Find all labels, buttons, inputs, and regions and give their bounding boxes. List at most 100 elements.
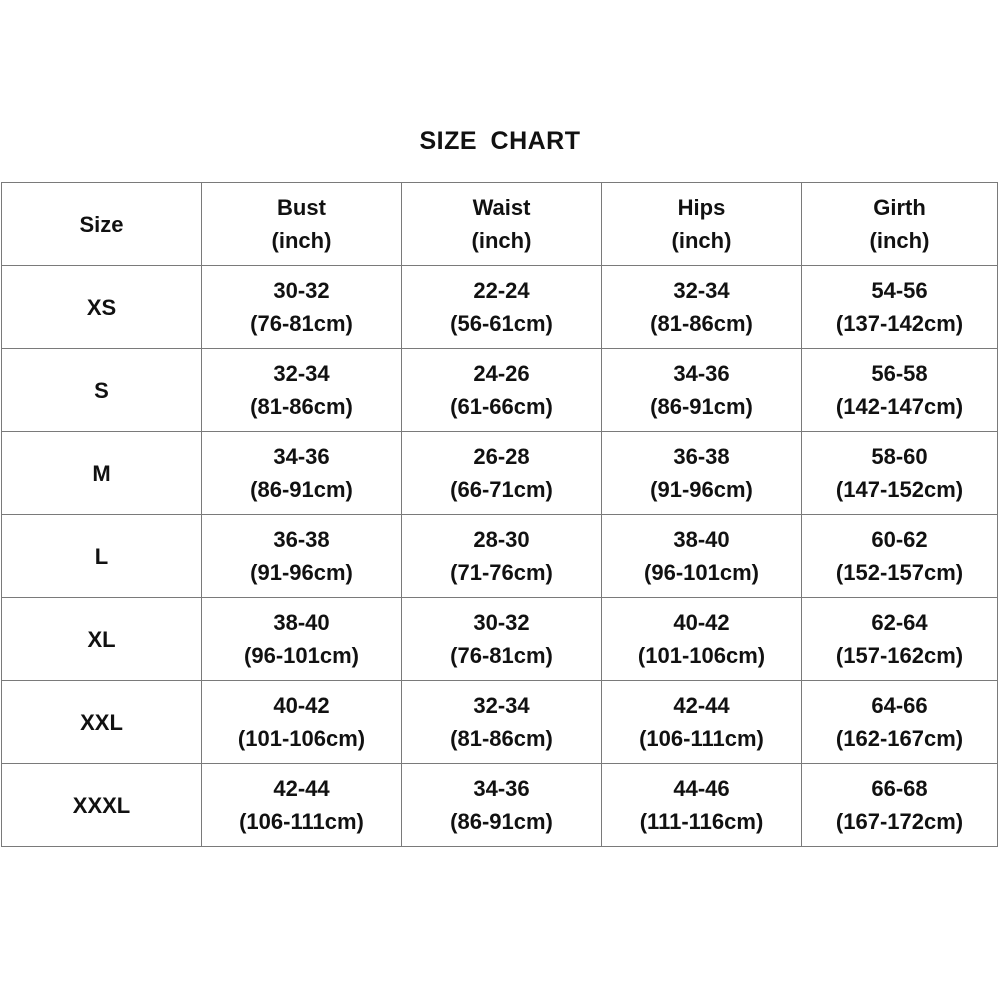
cell-primary-text: 42-44 xyxy=(273,776,330,801)
cell-primary-text: 58-60 xyxy=(871,444,928,469)
cell-primary-text: 34-36 xyxy=(673,361,730,386)
cell-primary-text: 32-34 xyxy=(473,693,530,718)
cell-secondary-text: (91-96cm) xyxy=(650,477,753,502)
cell-primary-text: Bust xyxy=(277,195,326,220)
column-header: Hips (inch) xyxy=(601,182,802,266)
cell-primary-text: 32-34 xyxy=(673,278,730,303)
size-chart-body: Size Bust (inch) Waist (inch) Hips (inch) Girth… xyxy=(1,182,998,847)
cell-secondary-text: (101-106cm) xyxy=(237,726,366,751)
measurement-cell: 28-30 (71-76cm) xyxy=(401,514,602,598)
cell-secondary-text: (86-91cm) xyxy=(250,477,353,502)
cell-primary-text: 30-32 xyxy=(473,610,530,635)
measurement-cell: 34-36 (86-91cm) xyxy=(401,763,602,847)
measurement-cell: 42-44 (106-111cm) xyxy=(201,763,402,847)
table-row: S 32-34 (81-86cm) 24-26 (61-66cm) 34-36 (86-91… xyxy=(1,348,998,432)
cell-primary-text: 40-42 xyxy=(273,693,330,718)
cell-secondary-text: (167-172cm) xyxy=(835,809,964,834)
measurement-cell: 34-36 (86-91cm) xyxy=(201,431,402,515)
measurement-cell: 38-40 (96-101cm) xyxy=(201,597,402,681)
cell-primary-text: 64-66 xyxy=(871,693,928,718)
measurement-cell: 66-68 (167-172cm) xyxy=(801,763,998,847)
cell-primary-text: 56-58 xyxy=(871,361,928,386)
measurement-cell: 40-42 (101-106cm) xyxy=(601,597,802,681)
cell-secondary-text: (66-71cm) xyxy=(450,477,553,502)
cell-secondary-text: (76-81cm) xyxy=(250,311,353,336)
cell-secondary-text: (81-86cm) xyxy=(450,726,553,751)
cell-primary-text: 36-38 xyxy=(273,527,330,552)
measurement-cell: 36-38 (91-96cm) xyxy=(201,514,402,598)
cell-secondary-text: (71-76cm) xyxy=(450,560,553,585)
size-label-cell: XL xyxy=(1,597,202,681)
measurement-cell: 42-44 (106-111cm) xyxy=(601,680,802,764)
cell-primary-text: 60-62 xyxy=(871,527,928,552)
cell-secondary-text: (inch) xyxy=(671,228,732,253)
cell-secondary-text: (86-91cm) xyxy=(450,809,553,834)
cell-primary-text: 34-36 xyxy=(273,444,330,469)
cell-secondary-text: (162-167cm) xyxy=(835,726,964,751)
cell-secondary-text: (inch) xyxy=(471,228,532,253)
cell-primary-text: S xyxy=(94,377,109,403)
cell-secondary-text: (inch) xyxy=(271,228,332,253)
cell-primary-text: 22-24 xyxy=(473,278,530,303)
cell-secondary-text: (152-157cm) xyxy=(835,560,964,585)
table-row: XXXL 42-44 (106-111cm) 34-36 (86-91cm) 44-46 (… xyxy=(1,763,998,847)
measurement-cell: 30-32 (76-81cm) xyxy=(401,597,602,681)
cell-primary-text: 30-32 xyxy=(273,278,330,303)
cell-primary-text: XS xyxy=(86,294,117,320)
size-label-cell: XS xyxy=(1,265,202,349)
cell-secondary-text: (111-116cm) xyxy=(639,809,764,834)
size-label-cell: XXXL xyxy=(1,763,202,847)
cell-secondary-text: (137-142cm) xyxy=(835,311,964,336)
column-header: Size xyxy=(1,182,202,266)
cell-secondary-text: (157-162cm) xyxy=(835,643,964,668)
cell-secondary-text: (81-86cm) xyxy=(650,311,753,336)
cell-secondary-text: (91-96cm) xyxy=(250,560,353,585)
cell-primary-text: Size xyxy=(79,211,124,237)
measurement-cell: 54-56 (137-142cm) xyxy=(801,265,998,349)
cell-primary-text: 38-40 xyxy=(273,610,330,635)
cell-secondary-text: (101-106cm) xyxy=(637,643,766,668)
cell-primary-text: XL xyxy=(87,626,116,652)
size-chart-table: Size Bust (inch) Waist (inch) Hips (inch) Girth… xyxy=(1,182,998,847)
cell-primary-text: Girth xyxy=(873,195,926,220)
cell-primary-text: Waist xyxy=(472,195,531,220)
cell-secondary-text: (147-152cm) xyxy=(835,477,964,502)
measurement-cell: 58-60 (147-152cm) xyxy=(801,431,998,515)
cell-secondary-text: (81-86cm) xyxy=(250,394,353,419)
size-label-cell: M xyxy=(1,431,202,515)
table-row: M 34-36 (86-91cm) 26-28 (66-71cm) 36-38 (91-96… xyxy=(1,431,998,515)
cell-secondary-text: (76-81cm) xyxy=(450,643,553,668)
column-header: Bust (inch) xyxy=(201,182,402,266)
cell-primary-text: M xyxy=(92,460,111,486)
size-label-cell: S xyxy=(1,348,202,432)
cell-primary-text: 36-38 xyxy=(673,444,730,469)
cell-primary-text: 62-64 xyxy=(871,610,928,635)
measurement-cell: 24-26 (61-66cm) xyxy=(401,348,602,432)
cell-primary-text: 40-42 xyxy=(673,610,730,635)
measurement-cell: 34-36 (86-91cm) xyxy=(601,348,802,432)
cell-secondary-text: (56-61cm) xyxy=(450,311,553,336)
measurement-cell: 26-28 (66-71cm) xyxy=(401,431,602,515)
measurement-cell: 44-46 (111-116cm) xyxy=(601,763,802,847)
page-title: SIZE CHART xyxy=(419,127,581,155)
cell-primary-text: 44-46 xyxy=(673,776,730,801)
table-row: XXL 40-42 (101-106cm) 32-34 (81-86cm) 42-44 (1… xyxy=(1,680,998,764)
column-header: Waist (inch) xyxy=(401,182,602,266)
cell-primary-text: XXL xyxy=(80,709,123,735)
size-label-cell: XXL xyxy=(1,680,202,764)
measurement-cell: 32-34 (81-86cm) xyxy=(201,348,402,432)
cell-primary-text: 34-36 xyxy=(473,776,530,801)
cell-secondary-text: (86-91cm) xyxy=(650,394,753,419)
cell-primary-text: XXXL xyxy=(72,792,131,818)
cell-primary-text: 32-34 xyxy=(273,361,330,386)
cell-secondary-text: (142-147cm) xyxy=(835,394,964,419)
cell-primary-text: 28-30 xyxy=(473,527,530,552)
cell-primary-text: 26-28 xyxy=(473,444,530,469)
table-row: L 36-38 (91-96cm) 28-30 (71-76cm) 38-40 (96-10… xyxy=(1,514,998,598)
measurement-cell: 38-40 (96-101cm) xyxy=(601,514,802,598)
header-row: Size Bust (inch) Waist (inch) Hips (inch) Girth… xyxy=(1,182,998,266)
cell-primary-text: 38-40 xyxy=(673,527,730,552)
cell-primary-text: L xyxy=(94,543,109,569)
measurement-cell: 32-34 (81-86cm) xyxy=(601,265,802,349)
table-row: XS 30-32 (76-81cm) 22-24 (56-61cm) 32-34 (81-8… xyxy=(1,265,998,349)
